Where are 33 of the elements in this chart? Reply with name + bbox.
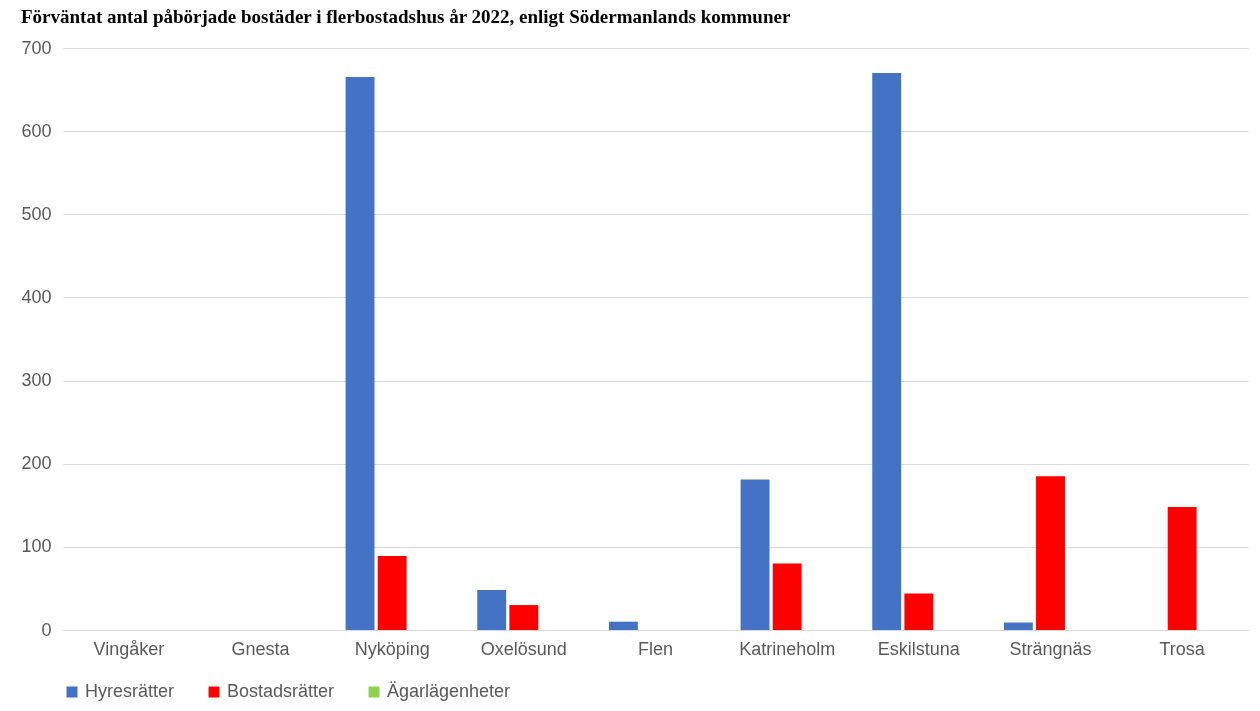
x-tick-label: Nyköping bbox=[354, 638, 430, 659]
x-tick-label: Oxelösund bbox=[480, 638, 567, 659]
chart-title: Förväntat antal påbörjade bostäder i flerbostadshus år 2022, enligt Södermanlands kommuner bbox=[20, 6, 791, 27]
bar bbox=[1003, 622, 1033, 630]
y-tick-label: 500 bbox=[21, 203, 52, 224]
bar bbox=[872, 72, 902, 630]
x-tick-label: Strängnäs bbox=[1009, 638, 1092, 659]
y-tick-label: 400 bbox=[21, 286, 52, 307]
bar bbox=[740, 479, 770, 630]
y-tick-label: 200 bbox=[21, 453, 52, 474]
y-tick-label: 100 bbox=[21, 536, 52, 557]
bar bbox=[509, 605, 539, 630]
y-tick-label: 600 bbox=[21, 120, 52, 141]
bar bbox=[477, 590, 507, 630]
bar bbox=[608, 621, 638, 630]
legend-label: Bostadsrätter bbox=[227, 681, 335, 701]
bar bbox=[772, 563, 802, 630]
legend-label: Ägarlägenheter bbox=[387, 681, 511, 701]
x-tick-label: Eskilstuna bbox=[877, 638, 961, 659]
legend-label: Hyresrätter bbox=[85, 681, 175, 701]
x-tick-label: Trosa bbox=[1159, 638, 1206, 659]
y-tick-label: 300 bbox=[21, 370, 52, 391]
bar bbox=[904, 593, 934, 630]
y-tick-label: 700 bbox=[21, 37, 52, 58]
bar bbox=[377, 556, 407, 630]
y-tick-label: 0 bbox=[41, 619, 52, 640]
x-tick-label: Gnesta bbox=[231, 638, 291, 659]
x-tick-label: Vingåker bbox=[93, 638, 165, 659]
x-tick-label: Flen bbox=[637, 638, 674, 659]
bar bbox=[1167, 506, 1197, 630]
x-tick-label: Katrineholm bbox=[739, 638, 836, 659]
bar bbox=[1036, 476, 1065, 630]
bar bbox=[345, 77, 375, 630]
